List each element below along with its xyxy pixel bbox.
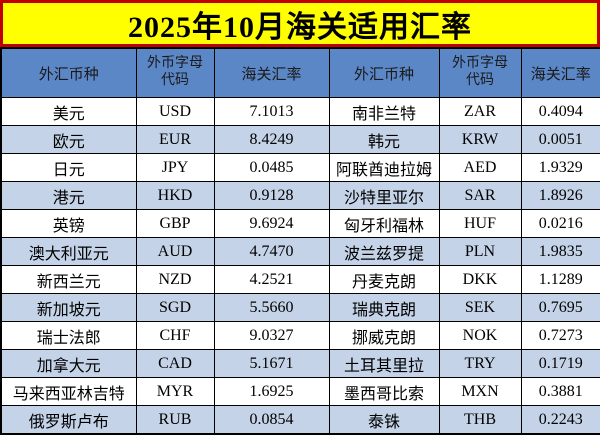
table-row: 马来西亚林吉特 MYR 1.6925 墨西哥比索 MXN 0.3881 — [0, 377, 600, 406]
cell-exchange-rate: 9.6924 — [213, 209, 330, 238]
cell-currency-code: SEK — [438, 293, 522, 322]
cell-currency-name: 新西兰元 — [0, 265, 137, 294]
cell-exchange-rate: 0.9128 — [213, 181, 330, 210]
table-row: 俄罗斯卢布 RUB 0.0854 泰铢 THB 0.2243 — [0, 405, 600, 435]
cell-currency-code: KRW — [438, 125, 522, 154]
cell-currency-code: PLN — [438, 237, 522, 266]
table-row: 新加坡元 SGD 5.5660 瑞典克朗 SEK 0.7695 — [0, 293, 600, 322]
table-row: 美元 USD 7.1013 南非兰特 ZAR 0.4094 — [0, 97, 600, 126]
cell-currency-code: NZD — [135, 265, 215, 294]
cell-currency-name: 波兰兹罗提 — [328, 237, 440, 266]
cell-currency-name: 阿联酋迪拉姆 — [328, 153, 440, 182]
cell-currency-code: AUD — [135, 237, 215, 266]
table-row: 港元 HKD 0.9128 沙特里亚尔 SAR 1.8926 — [0, 181, 600, 210]
cell-exchange-rate: 0.3881 — [520, 377, 600, 406]
header-currency-code-left: 外币字母 代码 — [135, 47, 215, 98]
table-row: 日元 JPY 0.0485 阿联酋迪拉姆 AED 1.9329 — [0, 153, 600, 182]
cell-exchange-rate: 0.0485 — [213, 153, 330, 182]
table-row: 加拿大元 CAD 5.1671 土耳其里拉 TRY 0.1719 — [0, 349, 600, 378]
cell-currency-name: 港元 — [0, 181, 137, 210]
cell-currency-code: MXN — [438, 377, 522, 406]
cell-currency-code: RUB — [135, 405, 215, 435]
cell-currency-name: 加拿大元 — [0, 349, 137, 378]
cell-exchange-rate: 0.7273 — [520, 321, 600, 350]
cell-currency-name: 新加坡元 — [0, 293, 137, 322]
cell-currency-code: SAR — [438, 181, 522, 210]
table-row: 澳大利亚元 AUD 4.7470 波兰兹罗提 PLN 1.9835 — [0, 237, 600, 266]
cell-currency-code: THB — [438, 405, 522, 435]
cell-currency-name: 欧元 — [0, 125, 137, 154]
cell-exchange-rate: 4.7470 — [213, 237, 330, 266]
cell-currency-code: ZAR — [438, 97, 522, 126]
table-row: 欧元 EUR 8.4249 韩元 KRW 0.0051 — [0, 125, 600, 154]
cell-currency-name: 瑞士法郎 — [0, 321, 137, 350]
cell-currency-name: 马来西亚林吉特 — [0, 377, 137, 406]
cell-currency-code: JPY — [135, 153, 215, 182]
cell-exchange-rate: 1.8926 — [520, 181, 600, 210]
cell-currency-code: TRY — [438, 349, 522, 378]
header-row: 外汇币种 外币字母 代码 海关汇率 外汇币种 外币字母 代码 海关汇率 — [0, 47, 600, 98]
cell-exchange-rate: 1.6925 — [213, 377, 330, 406]
cell-currency-code: HKD — [135, 181, 215, 210]
cell-exchange-rate: 4.2521 — [213, 265, 330, 294]
cell-exchange-rate: 5.5660 — [213, 293, 330, 322]
header-customs-rate-right: 海关汇率 — [520, 47, 600, 98]
cell-exchange-rate: 0.0216 — [520, 209, 600, 238]
header-currency-type-left: 外汇币种 — [0, 47, 137, 98]
cell-currency-name: 丹麦克朗 — [328, 265, 440, 294]
cell-currency-name: 墨西哥比索 — [328, 377, 440, 406]
cell-currency-code: CHF — [135, 321, 215, 350]
cell-exchange-rate: 8.4249 — [213, 125, 330, 154]
cell-currency-code: HUF — [438, 209, 522, 238]
cell-exchange-rate: 9.0327 — [213, 321, 330, 350]
cell-currency-name: 挪威克朗 — [328, 321, 440, 350]
cell-currency-code: USD — [135, 97, 215, 126]
cell-exchange-rate: 5.1671 — [213, 349, 330, 378]
cell-currency-name: 美元 — [0, 97, 137, 126]
cell-exchange-rate: 0.1719 — [520, 349, 600, 378]
header-customs-rate-left: 海关汇率 — [213, 47, 330, 98]
cell-exchange-rate: 0.2243 — [520, 405, 600, 435]
table-row: 英镑 GBP 9.6924 匈牙利福林 HUF 0.0216 — [0, 209, 600, 238]
cell-currency-name: 澳大利亚元 — [0, 237, 137, 266]
cell-currency-name: 土耳其里拉 — [328, 349, 440, 378]
table-row: 新西兰元 NZD 4.2521 丹麦克朗 DKK 1.1289 — [0, 265, 600, 294]
cell-currency-code: NOK — [438, 321, 522, 350]
cell-currency-name: 俄罗斯卢布 — [0, 405, 137, 435]
cell-exchange-rate: 7.1013 — [213, 97, 330, 126]
cell-currency-code: SGD — [135, 293, 215, 322]
cell-exchange-rate: 1.1289 — [520, 265, 600, 294]
cell-currency-code: DKK — [438, 265, 522, 294]
cell-exchange-rate: 0.0854 — [213, 405, 330, 435]
cell-exchange-rate: 0.7695 — [520, 293, 600, 322]
cell-currency-name: 瑞典克朗 — [328, 293, 440, 322]
rates-table: 外汇币种 外币字母 代码 海关汇率 外汇币种 外币字母 代码 海关汇率 美元 US… — [0, 47, 600, 435]
table-row: 瑞士法郎 CHF 9.0327 挪威克朗 NOK 0.7273 — [0, 321, 600, 350]
cell-exchange-rate: 0.4094 — [520, 97, 600, 126]
cell-currency-name: 沙特里亚尔 — [328, 181, 440, 210]
cell-currency-name: 匈牙利福林 — [328, 209, 440, 238]
cell-currency-code: CAD — [135, 349, 215, 378]
cell-currency-code: AED — [438, 153, 522, 182]
cell-currency-code: EUR — [135, 125, 215, 154]
cell-exchange-rate: 1.9329 — [520, 153, 600, 182]
cell-currency-name: 泰铢 — [328, 405, 440, 435]
cell-currency-code: GBP — [135, 209, 215, 238]
cell-exchange-rate: 0.0051 — [520, 125, 600, 154]
cell-currency-name: 韩元 — [328, 125, 440, 154]
cell-currency-code: MYR — [135, 377, 215, 406]
header-currency-code-right: 外币字母 代码 — [438, 47, 522, 98]
cell-currency-name: 日元 — [0, 153, 137, 182]
cell-currency-name: 南非兰特 — [328, 97, 440, 126]
cell-currency-name: 英镑 — [0, 209, 137, 238]
header-currency-type-right: 外汇币种 — [328, 47, 440, 98]
page-title: 2025年10月海关适用汇率 — [0, 0, 600, 47]
cell-exchange-rate: 1.9835 — [520, 237, 600, 266]
